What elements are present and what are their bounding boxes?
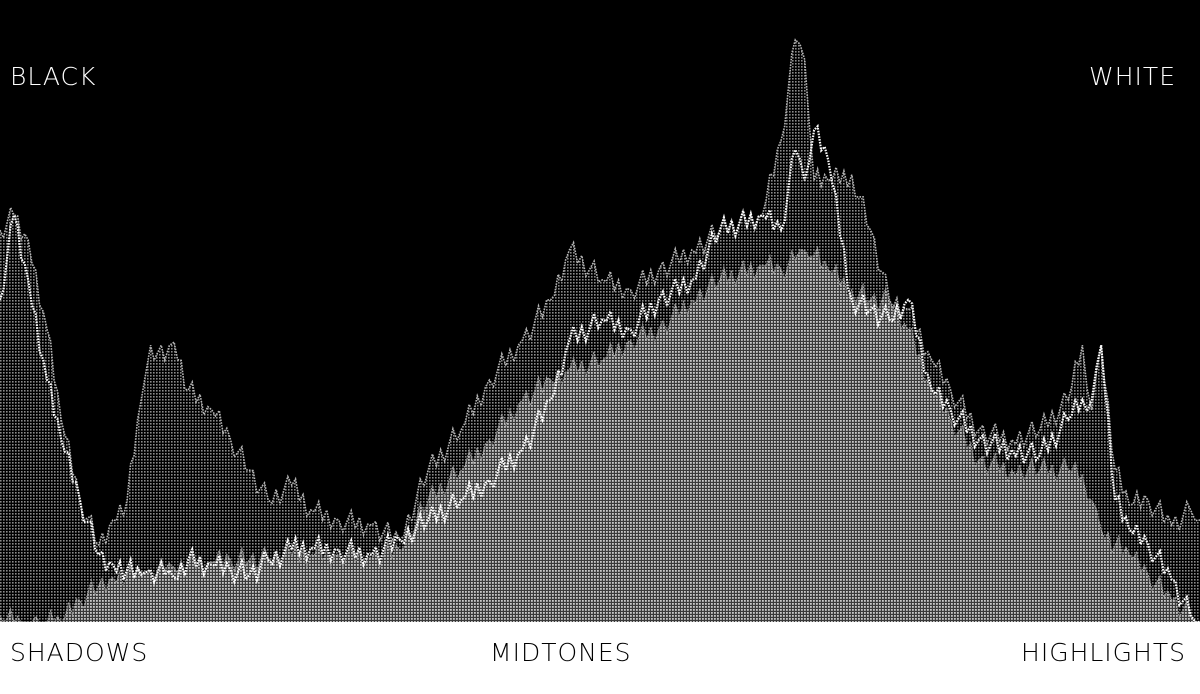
tone-band [0,622,1200,694]
highlights-label: HIGHLIGHTS [1021,638,1186,667]
black-label: BLACK [10,62,97,91]
midtones-label: MIDTONES [490,638,632,667]
series-a-line [0,38,1200,547]
histogram-plot [0,38,1200,622]
series-b-line [0,123,1200,622]
white-label: WHITE [1089,62,1176,91]
series-c-area [0,247,1200,622]
series-c-line [0,245,1200,622]
shadows-label: SHADOWS [10,638,149,667]
